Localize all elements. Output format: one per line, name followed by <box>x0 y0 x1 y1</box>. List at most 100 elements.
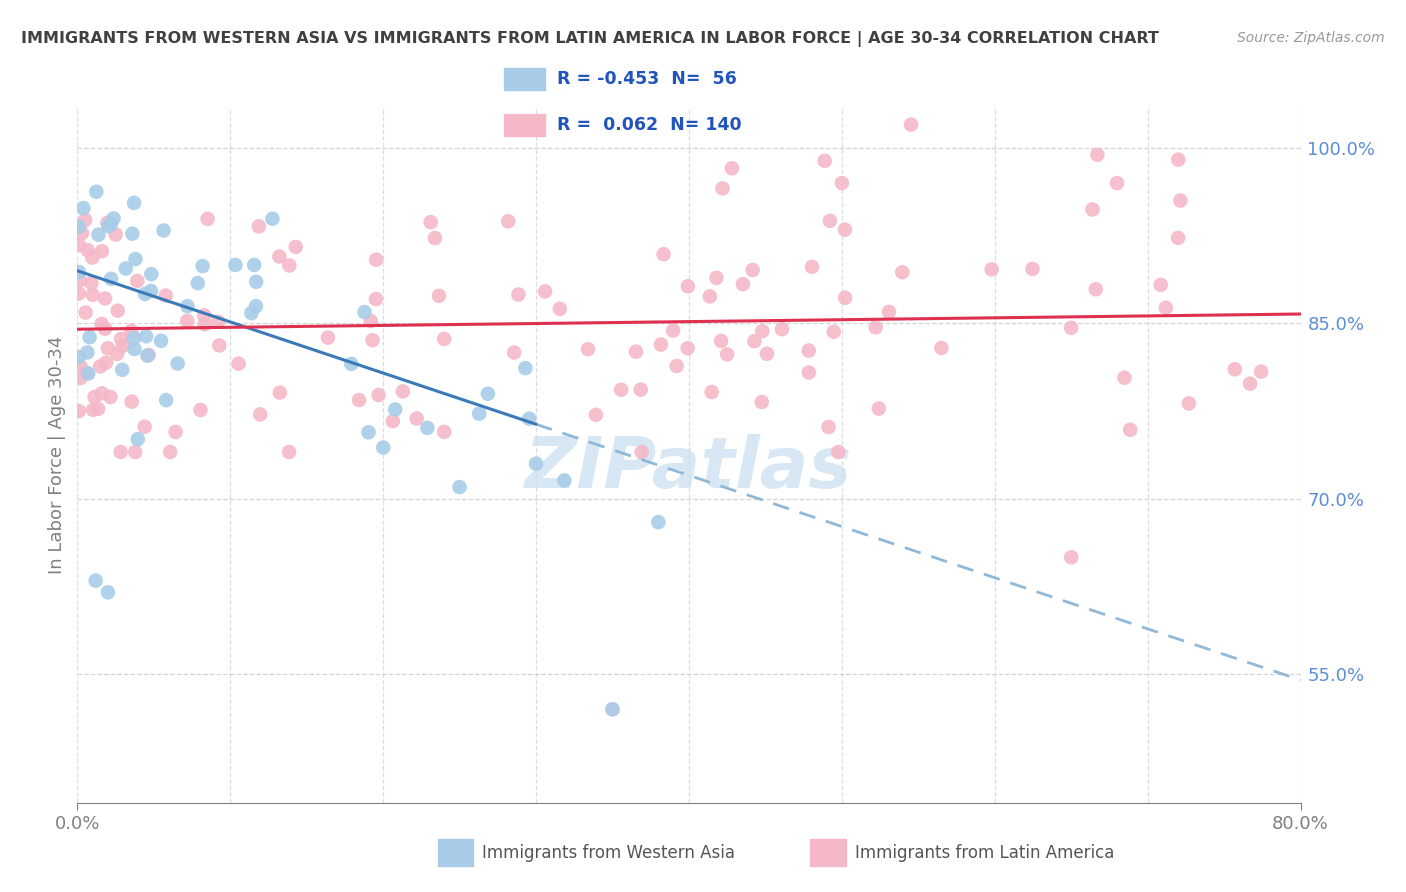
Point <box>1239 376 1261 391</box>
Point <box>67 265 90 279</box>
Point <box>90 317 112 331</box>
Point <box>82 402 104 417</box>
Point <box>360 314 382 328</box>
Point <box>224 258 246 272</box>
Point <box>245 275 267 289</box>
Point <box>110 332 132 346</box>
Point <box>576 342 599 356</box>
Point <box>75 366 97 380</box>
Point <box>249 408 271 422</box>
Point <box>155 393 177 408</box>
Point <box>120 324 142 338</box>
Bar <box>810 839 846 866</box>
Point <box>602 702 624 716</box>
Point <box>100 272 122 286</box>
Point <box>67 219 90 234</box>
Text: IMMIGRANTS FROM WESTERN ASIA VS IMMIGRANTS FROM LATIN AMERICA IN LABOR FORCE | A: IMMIGRANTS FROM WESTERN ASIA VS IMMIGRAN… <box>21 31 1159 47</box>
Point <box>96 216 118 230</box>
Point <box>496 214 519 228</box>
Text: Immigrants from Latin America: Immigrants from Latin America <box>855 844 1114 862</box>
Point <box>187 276 209 290</box>
Point <box>114 261 136 276</box>
Point <box>353 305 375 319</box>
Point <box>427 289 450 303</box>
Point <box>515 361 537 376</box>
Point <box>100 217 122 231</box>
Point <box>834 291 856 305</box>
Point <box>751 324 773 338</box>
Point <box>1170 194 1192 208</box>
Point <box>1154 301 1177 315</box>
Point <box>90 244 112 259</box>
Point <box>127 432 149 446</box>
Point <box>83 390 105 404</box>
Point <box>868 401 890 416</box>
Point <box>405 411 427 425</box>
Point <box>477 386 499 401</box>
Point <box>585 408 607 422</box>
Point <box>801 260 824 274</box>
Point <box>1060 550 1083 565</box>
Bar <box>505 68 544 90</box>
Point <box>208 338 231 352</box>
Point <box>70 226 93 240</box>
Point <box>711 181 734 195</box>
Point <box>136 349 159 363</box>
Point <box>741 263 763 277</box>
Point <box>247 219 270 234</box>
Point <box>797 343 820 358</box>
Point <box>392 384 415 399</box>
Point <box>699 289 721 303</box>
Point <box>508 287 530 301</box>
Point <box>121 227 143 241</box>
Point <box>1119 423 1142 437</box>
Point <box>710 334 733 348</box>
Point <box>931 341 953 355</box>
Point <box>877 305 900 319</box>
Point <box>384 402 406 417</box>
Point <box>69 359 91 374</box>
Point <box>433 332 456 346</box>
Point <box>731 277 754 292</box>
Point <box>82 251 104 265</box>
Point <box>721 161 744 176</box>
Point <box>891 265 914 279</box>
Point <box>650 337 672 351</box>
Point <box>67 350 90 364</box>
Point <box>630 383 652 397</box>
Point <box>122 331 145 345</box>
Point <box>97 585 120 599</box>
Point <box>141 267 163 281</box>
Point <box>243 258 266 272</box>
Point <box>87 227 110 242</box>
Bar <box>437 839 474 866</box>
Point <box>77 367 100 381</box>
Point <box>269 250 291 264</box>
Point <box>190 403 212 417</box>
Point <box>823 325 845 339</box>
Point <box>124 342 146 356</box>
Point <box>676 279 699 293</box>
Point <box>269 385 291 400</box>
Point <box>284 240 307 254</box>
Point <box>865 320 887 334</box>
Point <box>103 211 125 226</box>
Point <box>357 425 380 440</box>
Point <box>207 315 229 329</box>
Point <box>980 262 1002 277</box>
Point <box>1021 262 1043 277</box>
Point <box>676 341 699 355</box>
Point <box>97 219 120 234</box>
Point <box>366 252 388 267</box>
Point <box>751 395 773 409</box>
Point <box>69 371 91 385</box>
Point <box>534 285 557 299</box>
Point <box>94 292 117 306</box>
Point <box>1250 365 1272 379</box>
Point <box>630 445 652 459</box>
Point <box>316 330 339 344</box>
Point <box>624 344 647 359</box>
Point <box>111 339 134 353</box>
Point <box>134 419 156 434</box>
Point <box>124 252 146 266</box>
